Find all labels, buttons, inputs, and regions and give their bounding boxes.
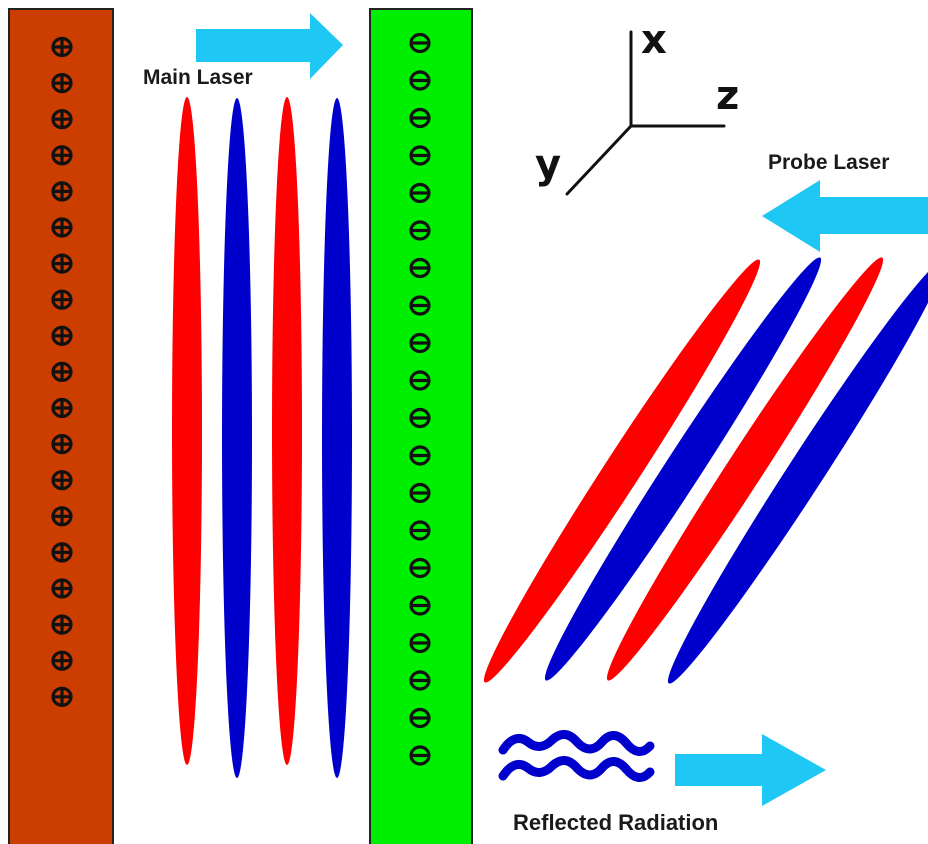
main-laser-label: Main Laser bbox=[143, 66, 253, 89]
probe-laser-arrow bbox=[762, 180, 928, 252]
probe-wavefront-red bbox=[606, 257, 884, 681]
electron-minus-symbol bbox=[409, 107, 431, 129]
main-laser-wavefront-blue bbox=[322, 98, 352, 778]
ion-plus-symbol bbox=[51, 36, 73, 58]
ion-plus-symbol bbox=[51, 325, 73, 346]
electron-minus-symbol bbox=[409, 445, 431, 466]
ion-plus-symbol bbox=[51, 361, 73, 382]
probe-laser-label: Probe Laser bbox=[768, 151, 890, 174]
main-laser-wavefront-blue bbox=[222, 98, 252, 778]
electron-minus-symbol bbox=[409, 407, 431, 429]
ion-plus-symbol bbox=[51, 289, 73, 310]
ion-plus-symbol bbox=[51, 253, 73, 274]
electron-minus-symbol bbox=[409, 745, 431, 766]
probe-wavefront-blue bbox=[667, 260, 928, 684]
ion-plus-symbol bbox=[51, 650, 73, 671]
ion-plus-symbol bbox=[51, 578, 73, 599]
ion-layer bbox=[8, 8, 114, 844]
electron-minus-symbol bbox=[409, 332, 431, 354]
ion-plus-symbol bbox=[51, 181, 73, 202]
axis-y-label: y bbox=[535, 142, 562, 188]
electron-minus-symbol bbox=[409, 520, 431, 541]
main-laser-wavefront-red bbox=[172, 97, 202, 765]
electron-minus-symbol bbox=[409, 670, 431, 691]
reflected-radiation-waves bbox=[498, 730, 655, 782]
electron-symbols bbox=[409, 32, 431, 766]
electron-minus-symbol bbox=[409, 482, 431, 504]
wave-line bbox=[498, 730, 655, 756]
electron-minus-symbol bbox=[409, 632, 431, 654]
electron-minus-symbol bbox=[409, 70, 431, 91]
ion-plus-symbol bbox=[51, 506, 73, 527]
probe-laser-pulses bbox=[483, 257, 928, 684]
probe-wavefront-red bbox=[483, 259, 761, 683]
electron-minus-symbol bbox=[409, 220, 431, 241]
electron-minus-symbol bbox=[409, 370, 431, 391]
coordinate-axes bbox=[565, 30, 726, 196]
ion-plus-symbol bbox=[51, 686, 73, 707]
reflected-radiation-arrow bbox=[675, 734, 826, 806]
wave-line bbox=[498, 756, 655, 782]
ion-plus-symbol bbox=[51, 434, 73, 455]
ion-symbols bbox=[51, 36, 73, 707]
ion-plus-symbol bbox=[51, 72, 73, 94]
ion-plus-symbol bbox=[51, 109, 73, 130]
reflected-radiation-label: Reflected Radiation bbox=[513, 810, 719, 835]
ion-plus-symbol bbox=[51, 614, 73, 635]
electron-minus-symbol bbox=[409, 145, 431, 166]
ion-plus-symbol bbox=[51, 470, 73, 491]
axis-x-label: x bbox=[641, 17, 667, 63]
ion-plus-symbol bbox=[51, 145, 73, 166]
electron-minus-symbol bbox=[409, 32, 431, 54]
probe-wavefront-blue bbox=[544, 257, 822, 681]
electron-minus-symbol bbox=[409, 182, 431, 204]
main-laser-arrow bbox=[196, 13, 343, 79]
electron-minus-symbol bbox=[409, 557, 431, 579]
electron-minus-symbol bbox=[409, 707, 431, 729]
ion-plus-symbol bbox=[51, 217, 73, 238]
ion-plus-symbol bbox=[51, 397, 73, 419]
axis-z-label: z bbox=[716, 73, 740, 119]
electron-minus-symbol bbox=[409, 295, 431, 316]
ion-plus-symbol bbox=[51, 542, 73, 563]
electron-minus-symbol bbox=[409, 595, 431, 616]
main-laser-wavefront-red bbox=[272, 97, 302, 765]
axis-y-line bbox=[565, 124, 633, 196]
electron-minus-symbol bbox=[409, 257, 431, 279]
